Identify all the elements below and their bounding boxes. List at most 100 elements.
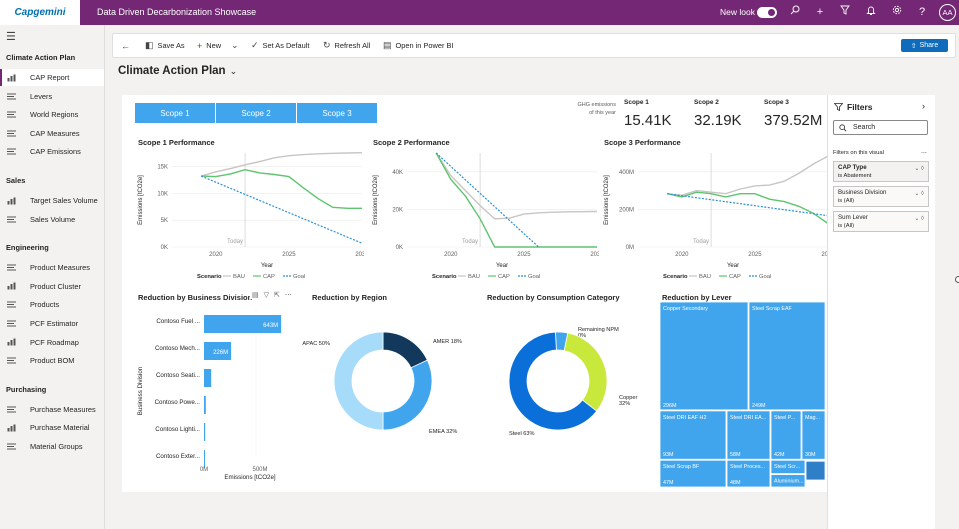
scope-2-line-chart[interactable]: 0K 20K 40K 2020 2025 2030 Today Year Emissions [… <box>367 147 599 281</box>
sidebar-item-label: Product Measures <box>30 263 90 273</box>
open-in-power-bi-button[interactable]: ▤ Open in Power BI <box>383 34 453 57</box>
sidebar-item-product-measures[interactable]: Product Measures <box>0 259 104 276</box>
sidebar-item-pcf-roadmap[interactable]: PCF Roadmap <box>0 334 104 351</box>
refresh-all-button[interactable]: ↻ Refresh All <box>323 34 370 57</box>
list-icon <box>7 320 23 327</box>
sidebar-item-label: World Regions <box>30 110 79 120</box>
sidebar-item-product-cluster[interactable]: Product Cluster <box>0 278 104 295</box>
sidebar-item-sales-volume[interactable]: Sales Volume <box>0 211 104 228</box>
capgemini-logo[interactable]: Capgemini <box>0 0 80 25</box>
bar <box>204 315 282 333</box>
scope-1-button[interactable]: Scope 1 <box>135 103 215 123</box>
filter-card[interactable]: Sum Lever is (All) ⌄ ◊ <box>833 211 929 232</box>
add-icon[interactable]: + <box>816 6 824 18</box>
kpi-scope-1[interactable]: Scope 1 15.41K <box>624 99 672 129</box>
sidebar-section-title: Purchasing <box>6 384 47 394</box>
legend-label: CAP <box>263 274 275 280</box>
hamburger-menu-icon[interactable]: ☰ <box>6 31 16 43</box>
series-goal-line <box>667 193 829 217</box>
collapse-pane-icon[interactable]: › <box>922 101 925 111</box>
donut-slice <box>563 332 608 412</box>
visual-header-icons[interactable]: ▤▽⇱⋯ <box>250 291 297 299</box>
region-donut-chart[interactable]: AMER 18% EMEA 32% APAC 50% <box>302 305 472 455</box>
y-tick-label: 5K <box>161 218 168 224</box>
sidebar-item-purchase-material[interactable]: Purchase Material <box>0 419 104 436</box>
treemap-cell <box>770 459 806 475</box>
lever-treemap[interactable]: Copper Secondary 296M Steel Scrap EAF 249M S… <box>660 302 826 488</box>
search-icon[interactable] <box>786 3 804 21</box>
x-axis-label: Year <box>727 263 739 269</box>
treemap-value: 93M <box>663 452 674 458</box>
sidebar-item-products[interactable]: Products <box>0 296 104 313</box>
resize-handle[interactable] <box>955 276 959 283</box>
sidebar-item-cap-measures[interactable]: CAP Measures <box>0 125 104 142</box>
series-bau-line <box>435 152 598 220</box>
bar <box>204 342 232 360</box>
share-button[interactable]: ⇧ Share <box>901 39 948 52</box>
share-label: Share <box>919 42 939 49</box>
set-as-default-button[interactable]: ✓ Set As Default <box>251 34 309 57</box>
app-title[interactable]: Data Driven Decarbonization Showcase <box>97 7 257 17</box>
sidebar-item-levers[interactable]: Levers <box>0 88 104 105</box>
sidebar-item-pcf-estimator[interactable]: PCF Estimator <box>0 315 104 332</box>
report-title-dropdown[interactable]: Climate Action Plan ⌄ <box>118 65 237 77</box>
command-bar: ← ◧ Save As + New ⌄ ✓ Set As Default ↻ Refre… <box>112 33 956 58</box>
sidebar-item-world-regions[interactable]: World Regions <box>0 106 104 123</box>
category-label: Contoso Lighti... <box>155 426 200 433</box>
more-options-icon[interactable]: ... <box>921 148 927 155</box>
treemap-label: Steel Scrap BF <box>663 464 700 470</box>
legend-label: Goal <box>528 274 540 280</box>
treemap-label: Steel Scr... <box>774 464 800 470</box>
sidebar-item-purchase-measures[interactable]: Purchase Measures <box>0 401 104 418</box>
filter-card[interactable]: CAP Type is Abatement ⌄ ◊ <box>833 161 929 182</box>
lever-chart-title: Reduction by Lever <box>662 293 732 302</box>
kpi-scope-2[interactable]: Scope 2 32.19K <box>694 99 742 129</box>
refresh-icon: ↻ <box>323 40 331 50</box>
sidebar-item-cap-emissions[interactable]: CAP Emissions <box>0 143 104 160</box>
back-icon[interactable]: ← <box>121 40 130 51</box>
new-label: New <box>206 41 222 50</box>
report-icon <box>7 338 23 346</box>
scope-3-button[interactable]: Scope 3 <box>297 103 377 123</box>
filter-card-icons[interactable]: ⌄ ◊ <box>914 216 924 222</box>
legend-title: Scenario <box>432 274 457 280</box>
filter-state: is Abatement <box>838 173 872 179</box>
business-division-bar-chart[interactable]: Contoso Fuel ... 643M Contoso Mech... 226M C… <box>134 303 302 488</box>
list-icon <box>7 93 23 100</box>
x-tick-label: 500M <box>252 467 267 473</box>
new-button[interactable]: + New <box>197 34 221 57</box>
filter-card[interactable]: Business Division is (All) ⌄ ◊ <box>833 186 929 207</box>
sidebar-item-label: PCF Estimator <box>30 319 79 328</box>
sidebar-item-target-sales-volume[interactable]: Target Sales Volume <box>0 192 104 209</box>
filter-name: Sum Lever <box>838 214 868 221</box>
filters-on-visual-label: Filters on this visual <box>833 150 884 156</box>
bell-icon[interactable] <box>862 3 880 21</box>
new-look-toggle[interactable] <box>757 7 777 18</box>
scope-1-line-chart[interactable]: 0K 5K 10K 15K 2020 2025 2030 Today Year Emissions… <box>132 147 364 281</box>
sidebar-item-product-bom[interactable]: Product BOM <box>0 352 104 369</box>
treemap-cell <box>660 410 727 460</box>
save-as-button[interactable]: ◧ Save As <box>145 34 185 57</box>
sidebar-item-material-groups[interactable]: Material Groups <box>0 438 104 455</box>
list-icon <box>7 357 23 364</box>
new-dropdown-chevron-icon[interactable]: ⌄ <box>231 40 239 50</box>
filter-card-icons[interactable]: ⌄ ◊ <box>914 166 924 172</box>
help-icon[interactable]: ? <box>918 6 926 18</box>
series-goal-line <box>435 152 539 248</box>
gear-icon[interactable] <box>888 3 906 21</box>
scope-3-line-chart[interactable]: 0M 200M 400M 2020 2025 2030 Today Year Emissions… <box>598 147 830 281</box>
kpi-label: Scope 3 <box>764 99 789 106</box>
avatar[interactable]: AA <box>939 4 956 21</box>
filter-icon[interactable] <box>836 3 854 21</box>
scope-2-button[interactable]: Scope 2 <box>216 103 296 123</box>
filter-icon <box>834 103 843 111</box>
category-label: Contoso Exter... <box>156 453 200 460</box>
filter-search-input[interactable]: Search <box>833 120 928 135</box>
x-tick-label: 2025 <box>517 252 531 258</box>
y-tick-label: 0K <box>396 245 403 251</box>
sidebar-item-cap-report[interactable]: CAP Report <box>0 69 104 86</box>
kpi-scope-3[interactable]: Scope 3 379.52M <box>764 99 822 129</box>
filter-name: Business Division <box>838 189 887 196</box>
filter-card-icons[interactable]: ⌄ ◊ <box>914 191 924 197</box>
